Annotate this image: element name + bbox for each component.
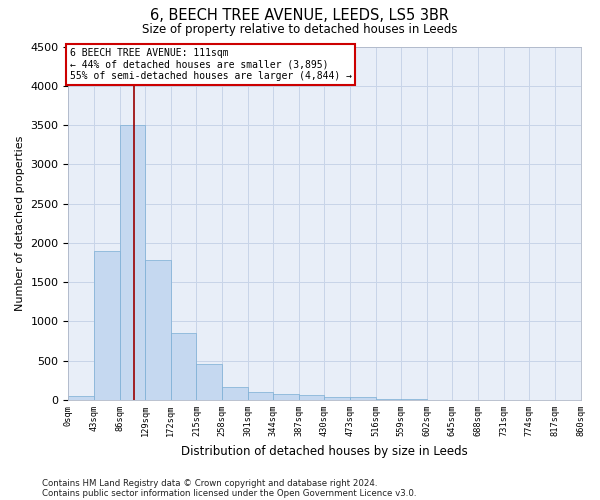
X-axis label: Distribution of detached houses by size in Leeds: Distribution of detached houses by size … — [181, 444, 468, 458]
Bar — [325, 396, 350, 400]
Bar — [94, 250, 119, 400]
Bar — [350, 398, 376, 400]
Text: 6, BEECH TREE AVENUE, LEEDS, LS5 3BR: 6, BEECH TREE AVENUE, LEEDS, LS5 3BR — [151, 8, 449, 22]
Bar — [119, 125, 145, 400]
Bar — [222, 387, 248, 400]
Text: Contains HM Land Registry data © Crown copyright and database right 2024.: Contains HM Land Registry data © Crown c… — [42, 478, 377, 488]
Text: Size of property relative to detached houses in Leeds: Size of property relative to detached ho… — [142, 22, 458, 36]
Bar — [68, 396, 94, 400]
Bar — [376, 399, 401, 400]
Bar — [299, 396, 325, 400]
Bar — [248, 392, 273, 400]
Bar — [171, 333, 196, 400]
Bar — [145, 260, 171, 400]
Text: 6 BEECH TREE AVENUE: 111sqm
← 44% of detached houses are smaller (3,895)
55% of : 6 BEECH TREE AVENUE: 111sqm ← 44% of det… — [70, 48, 352, 82]
Bar — [196, 364, 222, 400]
Bar — [273, 394, 299, 400]
Text: Contains public sector information licensed under the Open Government Licence v3: Contains public sector information licen… — [42, 488, 416, 498]
Y-axis label: Number of detached properties: Number of detached properties — [15, 136, 25, 311]
